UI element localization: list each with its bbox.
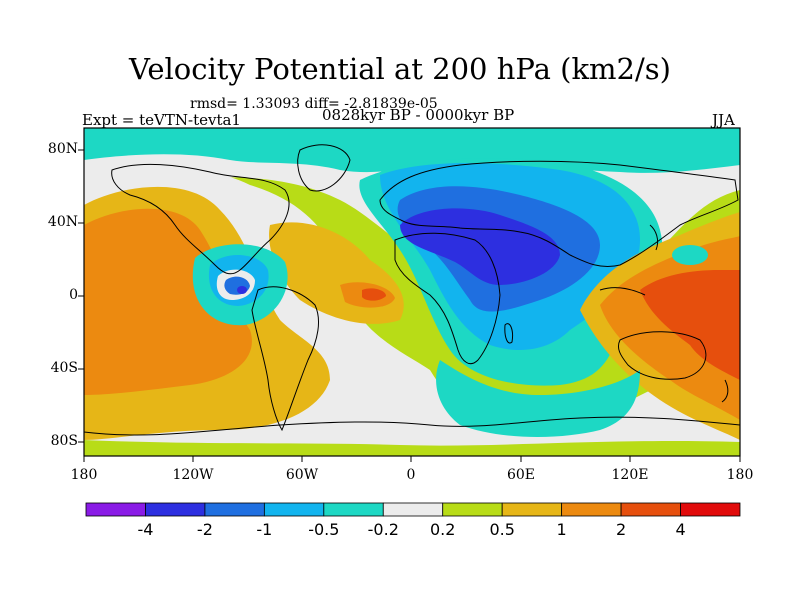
- lon-label-180e: 180: [726, 467, 754, 483]
- colorbar-swatch: [561, 502, 622, 517]
- lat-label-40n: 40N: [47, 214, 78, 230]
- season-label: JJA: [712, 111, 735, 129]
- west-pacific-core: [640, 270, 740, 380]
- lon-label-60e: 60E: [506, 467, 536, 483]
- atlantic-core: [362, 288, 386, 301]
- map-frame: [83, 127, 741, 457]
- lat-label-80n: 80N: [47, 141, 78, 157]
- africa-negative-core: [400, 208, 560, 285]
- colorbar-swatch: [204, 502, 265, 517]
- lon-label-120w: 120W: [172, 467, 214, 483]
- colorbar-swatch: [382, 502, 444, 517]
- contour-fill: [84, 128, 740, 456]
- north-pacific-negative: [672, 245, 708, 265]
- colorbar-label: -0.5: [308, 520, 340, 539]
- colorbar-label: 4: [675, 520, 686, 539]
- colorbar-label: -0.2: [367, 520, 399, 539]
- colorbar-label: -4: [137, 520, 154, 539]
- colorbar-swatch: [85, 502, 146, 517]
- coastlines: [84, 144, 740, 436]
- lat-label-0: 0: [69, 287, 78, 303]
- lon-label-120e: 120E: [611, 467, 649, 483]
- colorbar-label: -1: [256, 520, 273, 539]
- colorbar-label: 0.5: [489, 520, 515, 539]
- lat-label-80s: 80S: [50, 433, 78, 449]
- map-title: Velocity Potential at 200 hPa (km2/s): [129, 52, 671, 86]
- colorbar-label: 1: [556, 520, 567, 539]
- lon-label-0: 0: [406, 467, 416, 483]
- stats-text: rmsd= 1.33093 diff= -2.81839e-05: [190, 96, 438, 112]
- colorbar-label: 2: [615, 520, 627, 539]
- colorbar-label: 0.2: [429, 520, 456, 539]
- lon-label-180w: 180: [70, 467, 98, 483]
- colorbar-swatch: [620, 502, 681, 517]
- colorbar-swatch: [501, 502, 563, 517]
- colorbar-label: -2: [196, 520, 213, 539]
- lon-label-60w: 60W: [285, 467, 319, 483]
- lat-label-40s: 40S: [50, 360, 78, 376]
- experiment-label: Expt = teVTN-tevta1: [82, 111, 241, 129]
- colorbar-swatch: [442, 502, 503, 517]
- colorbar-swatch: [145, 502, 206, 517]
- period-label: 0828kyr BP - 0000kyr BP: [322, 106, 515, 124]
- antarctic-band: [84, 440, 740, 456]
- colorbar: [85, 502, 741, 517]
- axis-ticks: [78, 149, 741, 462]
- colorbar-swatch: [263, 502, 325, 517]
- colorbar-swatch: [680, 502, 741, 517]
- colorbar-swatch: [323, 502, 384, 517]
- central-america-center: [237, 286, 247, 294]
